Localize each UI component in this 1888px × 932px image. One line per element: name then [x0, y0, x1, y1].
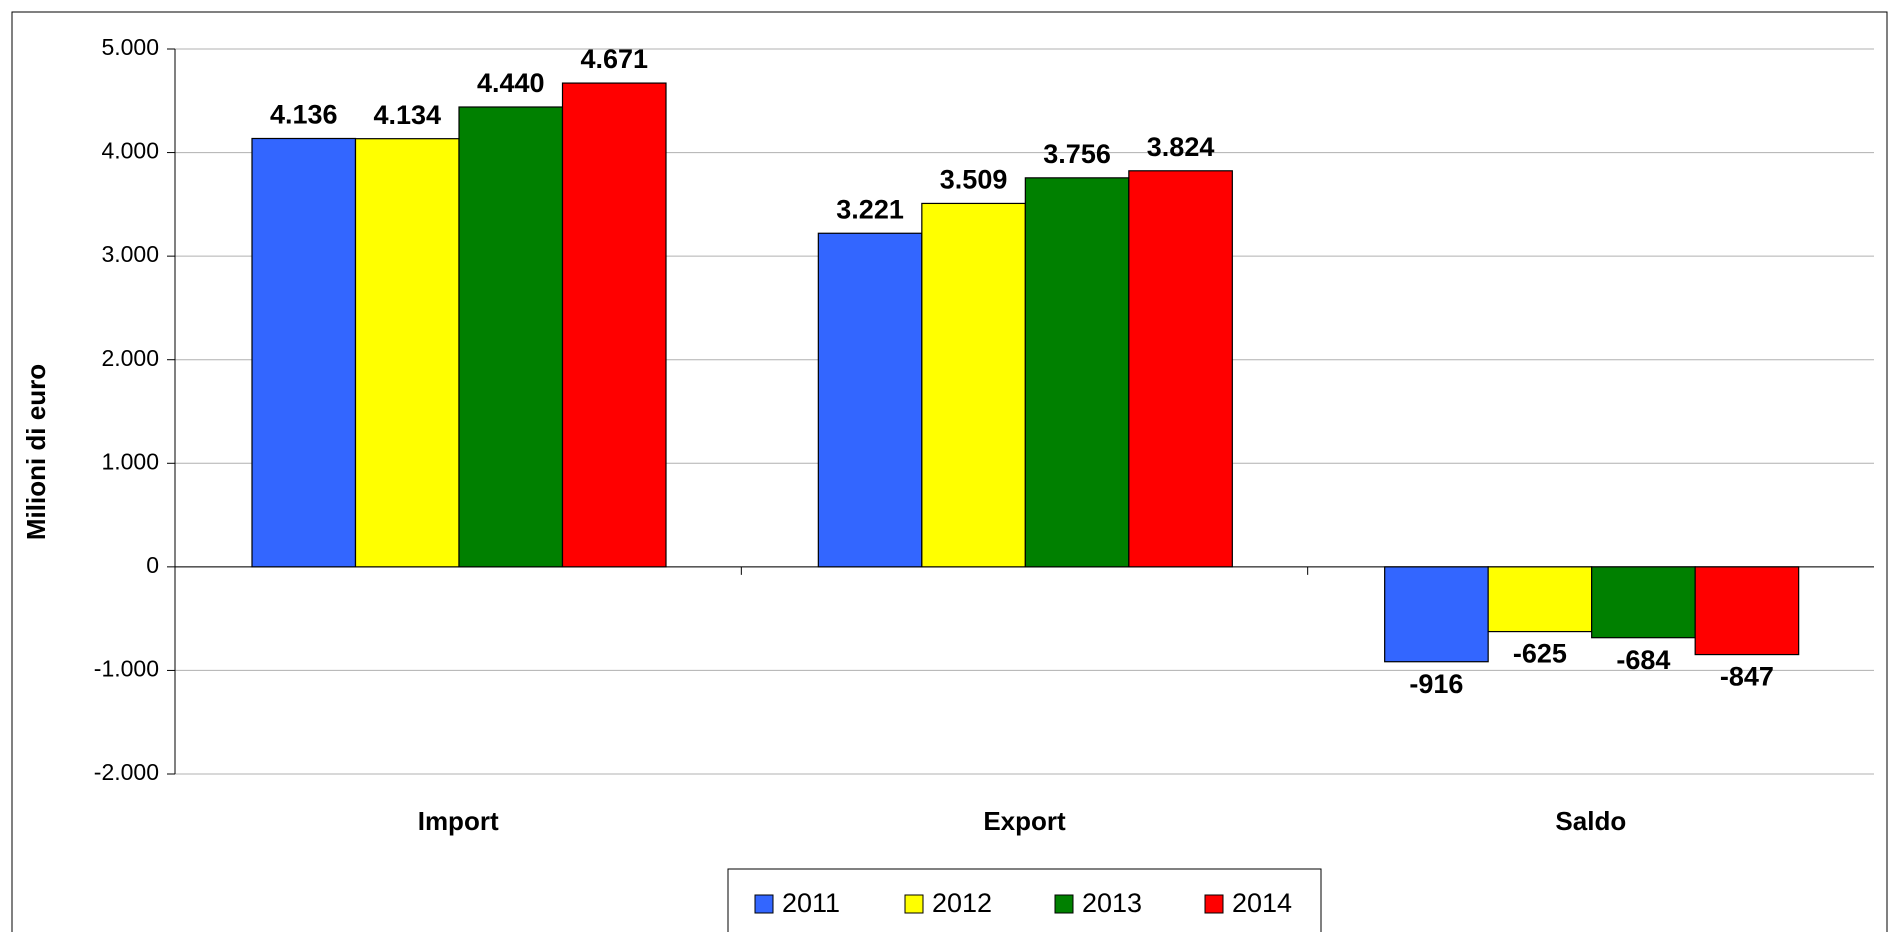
data-label: 3.221 — [836, 194, 904, 224]
bar — [1694, 566, 1800, 656]
legend-label: 2013 — [1082, 888, 1142, 918]
bar — [458, 106, 564, 568]
data-label: 3.824 — [1147, 132, 1215, 162]
bar — [1591, 566, 1696, 639]
y-tick-label: 3.000 — [101, 241, 159, 267]
y-tick-label: 5.000 — [101, 34, 159, 60]
data-label: 4.134 — [373, 100, 441, 130]
bar — [561, 82, 667, 568]
y-axis-label: Milioni di euro — [21, 364, 51, 540]
data-label: -847 — [1720, 662, 1774, 692]
legend-label: 2012 — [932, 888, 992, 918]
legend-label: 2014 — [1232, 888, 1292, 918]
legend-swatch — [1054, 894, 1074, 914]
bar — [817, 232, 923, 568]
legend-swatch — [904, 894, 924, 914]
data-label: -684 — [1616, 645, 1670, 675]
data-label: -916 — [1409, 669, 1463, 699]
y-tick-label: 2.000 — [101, 345, 159, 371]
bar — [1384, 566, 1489, 663]
x-tick-label: Import — [418, 806, 499, 836]
bar — [921, 202, 1026, 568]
bar — [354, 138, 460, 568]
legend-label: 2011 — [782, 888, 840, 918]
bar — [1024, 177, 1130, 568]
x-tick-label: Saldo — [1555, 806, 1626, 836]
y-tick-label: 0 — [146, 552, 159, 578]
data-label: 4.671 — [580, 44, 648, 74]
y-tick-label: 4.000 — [101, 138, 159, 164]
data-label: 4.440 — [477, 68, 545, 98]
data-label: -625 — [1513, 639, 1567, 669]
bar — [1128, 170, 1233, 568]
legend-swatch — [754, 894, 774, 914]
legend-swatch — [1204, 894, 1224, 914]
y-tick-label: 1.000 — [101, 448, 159, 474]
y-tick-label: -1.000 — [94, 656, 159, 682]
y-tick-label: -2.000 — [94, 759, 159, 785]
data-label: 3.509 — [940, 165, 1008, 195]
data-label: 4.136 — [270, 100, 338, 130]
bar — [1487, 566, 1593, 633]
bar — [251, 137, 357, 568]
x-tick-label: Export — [983, 806, 1066, 836]
data-label: 3.756 — [1043, 139, 1111, 169]
